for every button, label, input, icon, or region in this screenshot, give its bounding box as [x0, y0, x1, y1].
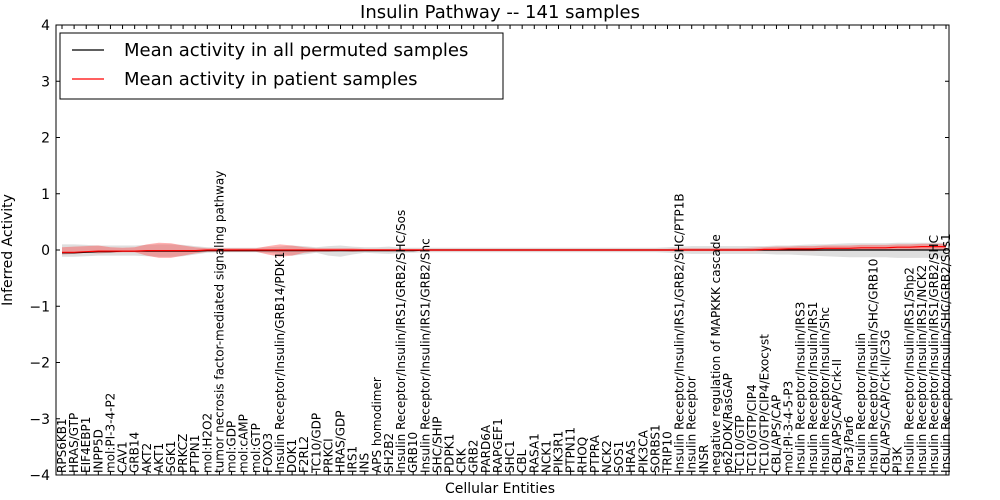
legend-label-patient: Mean activity in patient samples [124, 69, 418, 90]
x-tick-label: INS [358, 453, 372, 473]
x-tick-label: PRKCZ [176, 434, 190, 473]
x-tick-label: FOXO3 [261, 433, 275, 473]
y-tick-label: 0 [41, 243, 50, 259]
x-tick-label: CBL/APS/CAP/Crk-II [830, 359, 844, 473]
x-tick-label: PRKCI [321, 438, 335, 473]
x-tick-label: CRK [455, 447, 469, 473]
x-tick-label: Insulin Receptor/Insulin/IRS1/GRB2/Shc [418, 238, 432, 473]
x-tick-label: Insulin Receptor/Insulin/IRS1/NCK2 [915, 265, 929, 473]
x-tick-label: INPP5D [91, 429, 105, 473]
x-tick-label: SGK1 [164, 441, 178, 473]
y-tick-label: 1 [41, 187, 50, 203]
x-tick-labels: RPS6KB1HRAS/GTPEIF4EBP1INPP5Dmol:PI-3-4-… [55, 25, 953, 475]
x-tick-label: mol:PI-3-4-P2 [103, 393, 117, 473]
x-tick-label: mol:GTP [249, 423, 263, 473]
x-tick-label: PIK3CA [636, 429, 650, 473]
x-tick-label: mol:H2O2 [200, 413, 214, 473]
y-tick-label: 2 [41, 131, 50, 147]
x-tick-label: SH2B2 [382, 433, 396, 473]
x-tick-label: SHC1 [503, 440, 517, 473]
x-tick-label: HRAS [624, 440, 638, 473]
series-lines [62, 246, 946, 254]
legend-label-permuted: Mean activity in all permuted samples [124, 40, 468, 61]
x-tick-label: PTPRA [588, 434, 602, 473]
x-tick-label: Insulin Receptor [685, 376, 699, 473]
y-tick-label: 3 [41, 74, 50, 90]
x-tick-label: NCK2 [600, 440, 614, 473]
x-tick-label: EIF4EBP1 [79, 417, 93, 473]
y-axis-label: Inferred Activity [0, 194, 16, 306]
x-tick-label: GRB14 [128, 432, 142, 473]
y-tick-label: −1 [29, 299, 50, 315]
x-tick-label: p62DOK/RasGAP [721, 373, 735, 473]
x-tick-label: PARD6A [479, 424, 493, 473]
x-tick-label: Insulin Receptor/Insulin/IRS3 [794, 302, 808, 473]
x-tick-label: mol:cAMP [237, 414, 251, 473]
x-tick-label: TC10/GTP [733, 415, 747, 474]
x-tick-label: Insulin Receptor/Insulin/IRS1/GRB2/SHC [927, 235, 941, 473]
legend: Mean activity in all permuted samples Me… [59, 32, 504, 100]
y-tick-label: −2 [29, 356, 50, 372]
x-tick-label: HRAS/GDP [334, 410, 348, 473]
x-tick-label: HRAS/GTP [67, 413, 81, 473]
x-tick-label: RPS6KB1 [55, 418, 69, 473]
y-tick-label: −4 [29, 468, 50, 484]
x-tick-label: PI3K [891, 446, 905, 473]
x-tick-label: CBL/APS/CAP [770, 395, 784, 473]
x-tick-label: Insulin Receptor/Insulin/GRB14/PDK1 [273, 252, 287, 473]
y-tick-label: −3 [29, 412, 50, 428]
x-tick-label: APS homodimer [370, 377, 384, 473]
x-tick-label: Par3/Par6 [842, 416, 856, 473]
x-tick-label: NCK1 [539, 440, 553, 473]
x-tick-label: mol:GDP [225, 421, 239, 473]
x-tick-label: TRIP10 [661, 431, 675, 474]
x-tick-label: Insulin Receptor/Insulin/IRS1/GRB2/SHC/S… [394, 210, 408, 473]
x-tick-label: TC10/GTP/CIP4/Exocyst [757, 334, 771, 474]
y-axis: −4 −3 −2 −1 0 1 2 3 4 [29, 18, 949, 484]
x-tick-label: negative regulation of MAPKKK cascade [709, 234, 723, 473]
x-tick-label: Insulin Receptor/Insulin/SHC/GRB10 [866, 259, 880, 473]
x-tick-label: AKT1 [152, 443, 166, 473]
x-tick-label: TC10/GTP/CIP4 [745, 384, 759, 474]
x-tick-label: CBL [515, 449, 529, 473]
x-tick-label: RASA1 [527, 433, 541, 473]
x-tick-label: RHOQ [576, 437, 590, 473]
legend-box [59, 32, 504, 100]
x-tick-label: Insulin Receptor/Insulin/IRS1 [806, 302, 820, 473]
x-tick-label: mol:PI-3-4-5-P3 [782, 381, 796, 473]
x-tick-label: Insulin Receptor/Insulin/Shc [818, 307, 832, 473]
x-tick-label: PTPN1 [188, 435, 202, 473]
chart-title: Insulin Pathway -- 141 samples [360, 2, 640, 23]
x-tick-label: SOS1 [612, 441, 626, 473]
series-line-patient [62, 246, 946, 253]
x-tick-label: CAV1 [116, 441, 130, 473]
x-tick-label: SORBS1 [648, 424, 662, 473]
y-tick-label: 4 [41, 18, 50, 34]
x-tick-label: Insulin Receptor/Insulin/IRS1/Shp2 [903, 267, 917, 473]
x-axis-label: Cellular Entities [445, 481, 555, 497]
x-tick-label: AKT2 [140, 443, 154, 473]
x-tick-label: PIK3R1 [552, 431, 566, 473]
x-tick-label: SHC/SHIP [430, 417, 444, 473]
x-tick-label: Insulin Receptor/Insulin [854, 333, 868, 473]
x-tick-label: Insulin Receptor/Insulin/IRS1/GRB2/SHC/P… [673, 193, 687, 473]
x-tick-label: RAPGEF1 [491, 418, 505, 473]
x-tick-label: F2RL2 [297, 436, 311, 473]
x-tick-label: IRS1 [346, 446, 360, 473]
x-tick-label: CBL/APS/CAP/Crk-II/C3G [879, 330, 893, 473]
x-tick-label: INSR [697, 445, 711, 473]
x-tick-label: GRB2 [467, 439, 481, 473]
x-tick-label: PTPN11 [564, 427, 578, 473]
x-tick-label: GRB10 [406, 432, 420, 473]
x-tick-label: PDPK1 [443, 434, 457, 473]
x-tick-label: TC10/GDP [309, 413, 323, 474]
x-tick-label: tumor necrosis factor-mediated signaling… [212, 171, 226, 473]
x-tick-label: DOK1 [285, 439, 299, 473]
x-tick-label: Insulin Receptor/Insulin/SHC/GRB2/Sos1 [939, 233, 953, 473]
